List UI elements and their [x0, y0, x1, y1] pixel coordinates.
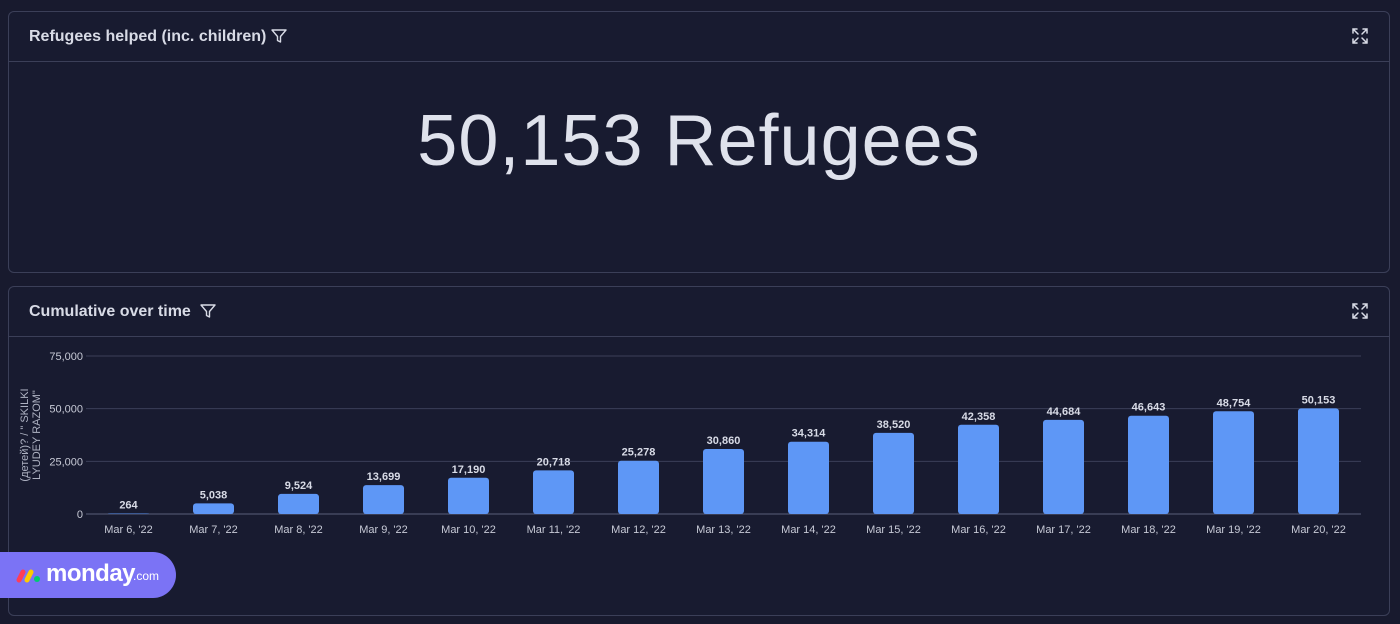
data-label: 42,358: [962, 411, 996, 423]
kpi-value: 50,153 Refugees: [417, 101, 981, 181]
data-label: 34,314: [792, 428, 827, 440]
data-label: 50,153: [1302, 394, 1336, 406]
monday-logo[interactable]: monday .com: [0, 552, 176, 598]
data-label: 20,718: [537, 456, 571, 468]
x-tick-label: Mar 17, '22: [1036, 524, 1091, 536]
data-label: 30,860: [707, 435, 741, 447]
y-tick-label: 75,000: [49, 351, 83, 363]
bar-chart: 0 25,000 50,000 75,000 (детей)? / " SKILKI LY…: [19, 351, 1361, 536]
bar: [363, 485, 404, 514]
x-tick-label: Mar 12, '22: [611, 524, 666, 536]
chart-panel: Cumulative over time 0 25,000 50,000 75,000…: [8, 286, 1390, 616]
data-label: 44,684: [1047, 406, 1082, 418]
bar: [873, 432, 914, 514]
data-label: 46,643: [1132, 402, 1166, 414]
kpi-panel-header: Refugees helped (inc. children): [9, 12, 1389, 62]
x-tick-label: Mar 20, '22: [1291, 524, 1346, 536]
bar: [1128, 415, 1169, 514]
filter-icon[interactable]: [199, 302, 217, 320]
x-tick-label: Mar 7, '22: [189, 524, 238, 536]
expand-icon[interactable]: [1351, 302, 1369, 320]
x-tick-label: Mar 14, '22: [781, 524, 836, 536]
bar: [448, 477, 489, 514]
bar: [958, 424, 999, 514]
chart-panel-title: Cumulative over time: [29, 303, 191, 320]
x-tick-label: Mar 11, '22: [527, 524, 581, 536]
data-label: 17,190: [452, 464, 486, 476]
filter-icon[interactable]: [270, 27, 288, 45]
kpi-panel: Refugees helped (inc. children) 50,153 R…: [8, 11, 1390, 273]
x-tick-label: Mar 16, '22: [951, 524, 1006, 536]
x-tick-label: Mar 13, '22: [696, 524, 751, 536]
x-tick-label: Mar 18, '22: [1121, 524, 1176, 536]
data-label: 38,520: [877, 419, 911, 431]
y-tick-label: 50,000: [49, 404, 83, 416]
data-label: 48,754: [1217, 397, 1252, 409]
data-label: 5,038: [200, 489, 228, 501]
logo-text: monday: [46, 560, 136, 587]
y-axis-label: LYUDEY RAZOM": [31, 390, 43, 480]
x-tick-label: Mar 8, '22: [274, 524, 323, 536]
bar: [108, 513, 149, 514]
bar: [193, 503, 234, 514]
bar: [618, 460, 659, 514]
x-tick-label: Mar 9, '22: [359, 524, 408, 536]
kpi-panel-title: Refugees helped (inc. children): [29, 28, 267, 45]
x-tick-label: Mar 10, '22: [441, 524, 496, 536]
y-tick-label: 0: [77, 509, 83, 521]
y-axis-label: (детей)? / " SKILKI: [19, 388, 31, 481]
bar: [278, 493, 319, 514]
y-tick-label: 25,000: [49, 456, 83, 468]
x-tick-label: Mar 15, '22: [866, 524, 921, 536]
x-tick-label: Mar 19, '22: [1206, 524, 1261, 536]
bar: [703, 448, 744, 514]
expand-icon[interactable]: [1351, 27, 1369, 45]
bar: [1043, 419, 1084, 514]
x-tick-label: Mar 6, '22: [104, 524, 153, 536]
chart-panel-header: Cumulative over time: [9, 287, 1389, 337]
data-label: 9,524: [285, 480, 313, 492]
bar: [533, 470, 574, 514]
bar: [788, 441, 829, 514]
bar: [1213, 411, 1254, 514]
bar: [1298, 408, 1339, 514]
data-label: 25,278: [622, 447, 656, 459]
monday-logo-icon: [16, 569, 40, 583]
data-label: 13,699: [367, 471, 401, 483]
logo-suffix: .com: [133, 569, 160, 583]
data-label: 264: [119, 499, 138, 511]
